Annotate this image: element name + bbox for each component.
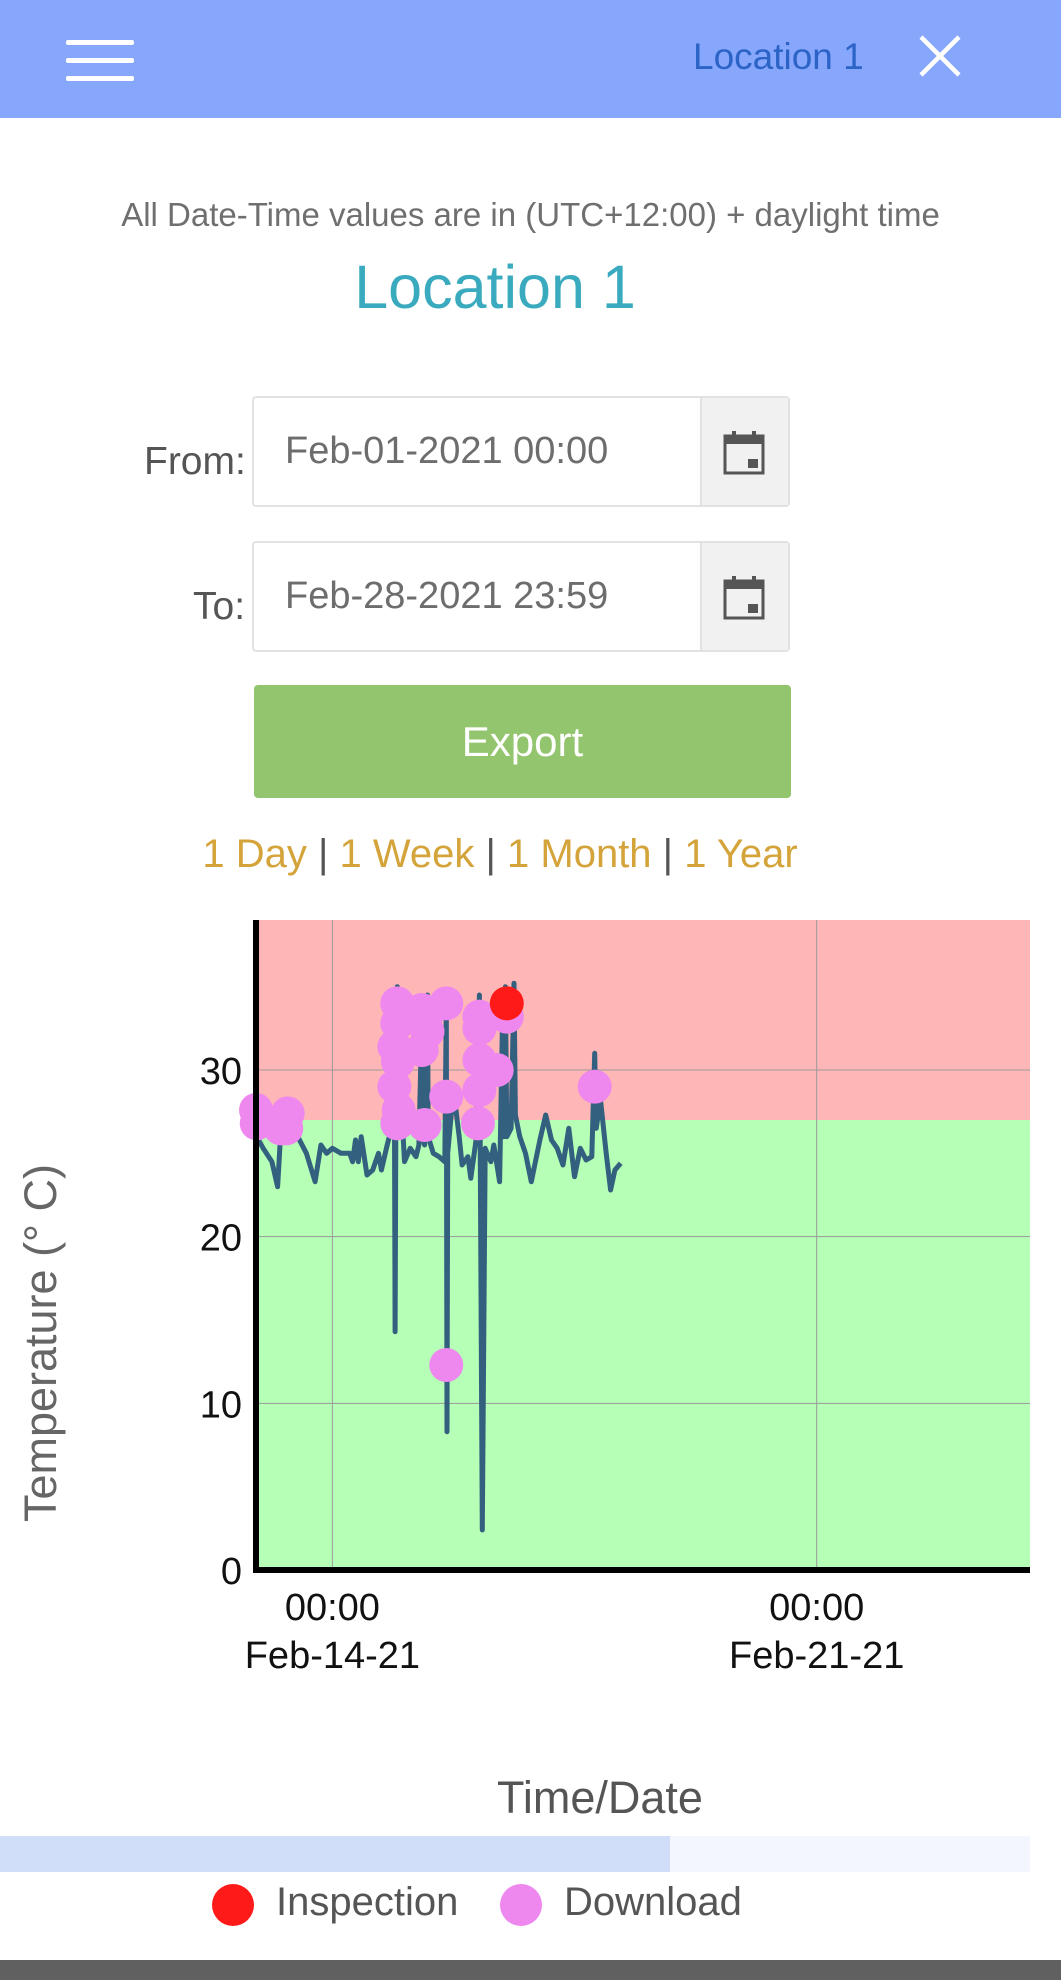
- legend-item-inspection[interactable]: Inspection: [212, 1876, 472, 1936]
- download-marker[interactable]: [270, 1096, 305, 1131]
- x-tick-date-label: Feb-21-21: [729, 1635, 904, 1677]
- calendar-icon: [723, 431, 765, 475]
- download-marker[interactable]: [381, 1093, 416, 1127]
- export-button[interactable]: Export: [254, 685, 791, 798]
- alarm-zone-band: [256, 920, 1030, 1120]
- from-date-input[interactable]: [254, 398, 704, 505]
- chart-scrollbar[interactable]: [0, 1836, 1030, 1872]
- from-date-field: [252, 396, 790, 507]
- y-tick-label: 0: [221, 1551, 242, 1593]
- top-bar: Location 1: [0, 0, 1061, 118]
- download-marker[interactable]: [429, 986, 464, 1021]
- temperature-chart: 0 10 20 30 00:00 Feb-14-21 00:00 Feb-21-21: [200, 920, 1030, 1677]
- inspection-marker[interactable]: [489, 986, 524, 1021]
- range-1-month[interactable]: 1 Month: [507, 832, 652, 876]
- range-1-day[interactable]: 1 Day: [202, 832, 307, 876]
- x-tick-time-label: 00:00: [285, 1587, 380, 1629]
- legend-marker-inspection: [212, 1884, 254, 1926]
- to-label: To:: [193, 585, 246, 628]
- x-axis-title: Time/Date: [497, 1772, 703, 1823]
- temperature-series-line: [253, 980, 623, 1533]
- range-separator: |: [317, 832, 329, 876]
- range-separator: |: [485, 832, 496, 876]
- bottom-bar: [0, 1960, 1061, 1980]
- legend-label-download: Download: [564, 1880, 742, 1924]
- download-marker[interactable]: [460, 1106, 495, 1141]
- download-marker[interactable]: [407, 1108, 442, 1142]
- to-date-field: [252, 541, 790, 652]
- chart-scrollbar-thumb[interactable]: [0, 1836, 670, 1872]
- download-marker[interactable]: [429, 1079, 464, 1114]
- to-calendar-button[interactable]: [700, 543, 788, 650]
- download-marker[interactable]: [577, 1069, 612, 1104]
- chart-legend: Inspection Download: [0, 1876, 1061, 1936]
- y-tick-label: 20: [200, 1218, 242, 1260]
- from-label: From:: [144, 440, 246, 483]
- header-title: Location 1: [693, 36, 864, 77]
- download-marker[interactable]: [462, 1011, 497, 1046]
- range-1-week[interactable]: 1 Week: [339, 832, 475, 876]
- timezone-note: All Date-Time values are in (UTC+12:00) …: [121, 196, 940, 233]
- legend-label-inspection: Inspection: [276, 1880, 459, 1924]
- calendar-icon: [723, 576, 765, 620]
- y-axis-title: Temperature (° C): [15, 1163, 66, 1523]
- range-separator: |: [662, 832, 674, 876]
- download-marker[interactable]: [429, 1348, 464, 1382]
- from-calendar-button[interactable]: [700, 398, 788, 505]
- range-1-year[interactable]: 1 Year: [684, 832, 798, 876]
- to-date-input[interactable]: [254, 543, 704, 650]
- download-marker[interactable]: [479, 1053, 514, 1087]
- close-icon[interactable]: [915, 31, 965, 81]
- hamburger-menu-icon[interactable]: [66, 38, 134, 84]
- legend-item-download[interactable]: Download: [500, 1876, 780, 1936]
- y-tick-label: 10: [200, 1384, 242, 1426]
- range-selector: 1 Day | 1 Week | 1 Month | 1 Year: [0, 832, 1000, 877]
- ok-zone-band: [256, 1120, 1030, 1570]
- x-tick-date-label: Feb-14-21: [245, 1635, 420, 1677]
- page-title: Location 1: [354, 253, 636, 321]
- x-tick-time-label: 00:00: [769, 1587, 864, 1629]
- legend-marker-download: [500, 1884, 542, 1926]
- y-tick-label: 30: [200, 1051, 242, 1093]
- download-marker[interactable]: [410, 1014, 445, 1049]
